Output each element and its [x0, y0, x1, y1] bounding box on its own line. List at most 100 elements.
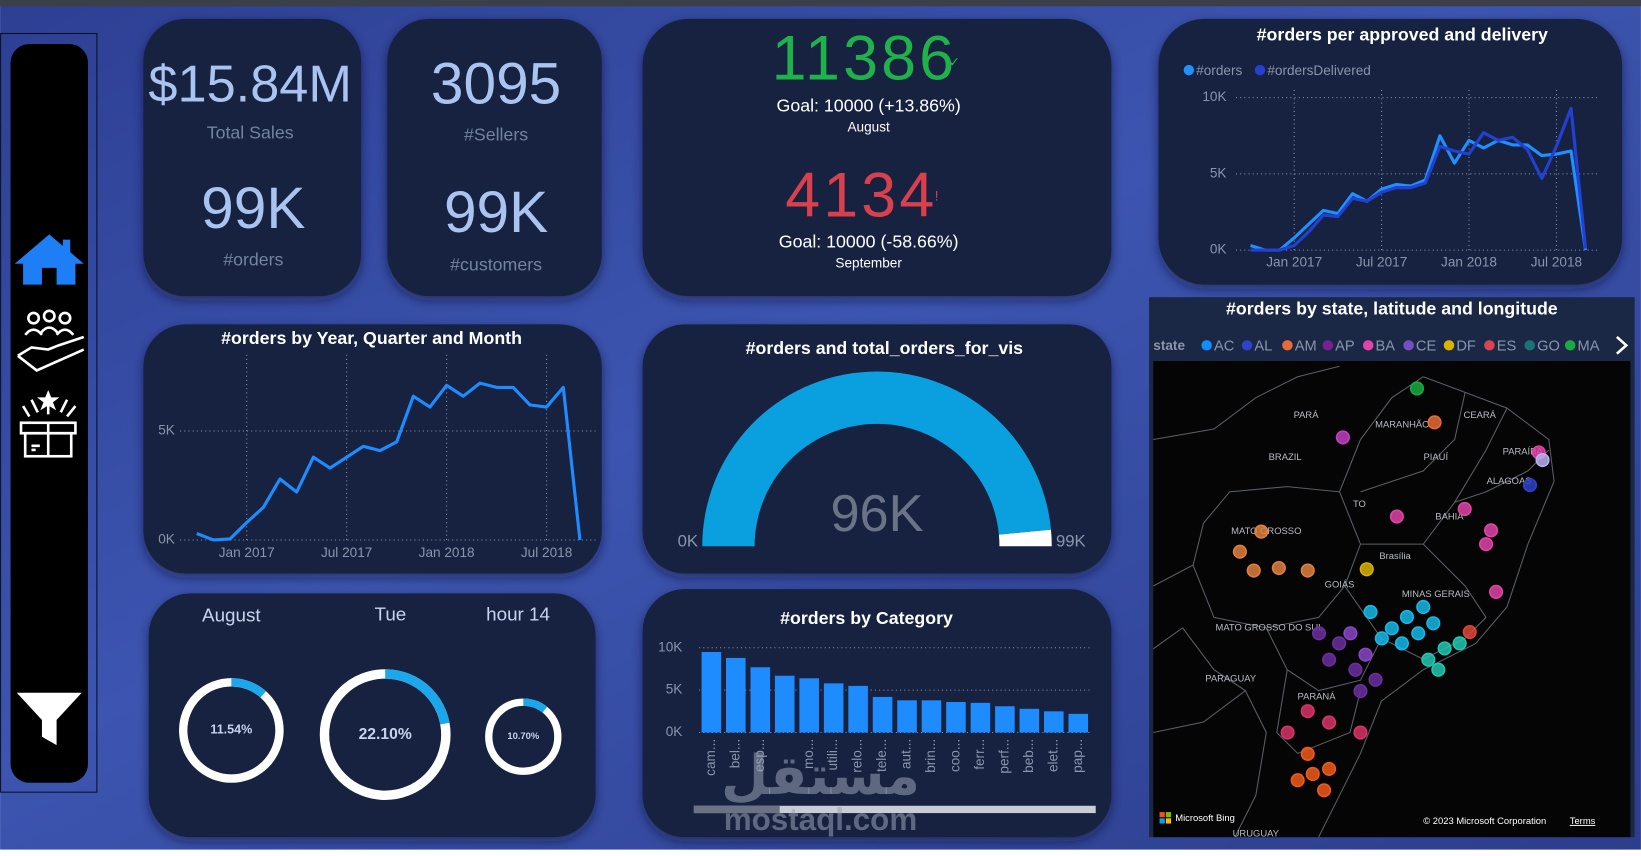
x-tick-label: Jan 2018: [419, 545, 475, 560]
nav-products[interactable]: [19, 389, 77, 458]
nav-customers[interactable]: [17, 309, 85, 372]
map-point: [1411, 626, 1426, 641]
legend-swatch: [1282, 340, 1293, 351]
map-label: BAHIA: [1435, 510, 1464, 521]
kpi-value: 99K: [444, 180, 548, 245]
map-point: [1316, 783, 1332, 798]
map-point: [1232, 544, 1247, 559]
legend-next[interactable]: [1615, 335, 1629, 355]
donut-value: [179, 678, 284, 783]
donut-title: Tue: [375, 603, 407, 624]
legend-label: BA: [1376, 338, 1396, 354]
chart-card: [642, 324, 1112, 574]
legend-swatch: [1403, 340, 1414, 351]
x-tick-label: Jul 2018: [1531, 254, 1582, 269]
map-point: [1426, 616, 1441, 631]
map-label: PARAGUAY: [1205, 673, 1257, 684]
legend-label: AC: [1214, 338, 1235, 354]
chart-title: #orders and total_orders_for_vis: [746, 338, 1024, 358]
goal-period: September: [835, 255, 902, 270]
goal-indicator: !: [935, 188, 939, 203]
donut-label: 11.54%: [210, 723, 252, 737]
map-point: [1452, 636, 1467, 651]
map-label: TO: [1353, 498, 1366, 509]
map-point: [1246, 563, 1261, 578]
map-point: [1322, 652, 1337, 667]
scrollbar-track: [693, 805, 1096, 814]
x-tick-label: esp...: [752, 739, 767, 772]
x-tick-label: aut...: [899, 739, 914, 769]
map-point: [1478, 537, 1494, 552]
map-point: [1305, 766, 1320, 782]
map-point: [1322, 715, 1337, 730]
map-point: [1427, 415, 1442, 430]
kpi-label: #Sellers: [464, 125, 528, 145]
y-tick-label: 5K: [666, 682, 683, 697]
donut-value: [319, 669, 451, 801]
map-point: [1457, 501, 1472, 517]
x-tick-label: bel...: [727, 739, 742, 768]
bar: [848, 685, 868, 733]
legend-label: GO: [1537, 338, 1560, 354]
x-tick-label: beb...: [1021, 739, 1036, 773]
map-label: Brasília: [1379, 550, 1411, 561]
chart-card: [148, 593, 596, 838]
map-area: [1153, 361, 1631, 838]
nav-filter[interactable]: [16, 692, 82, 746]
sidebar-frame: [0, 32, 98, 793]
donut-label: 10.70%: [507, 730, 540, 741]
chart-card: [1158, 18, 1623, 285]
map-point: [1343, 626, 1358, 641]
legend-label: AP: [1335, 338, 1355, 354]
gauge-range-label: 0K: [678, 531, 698, 550]
legend-swatch: [1254, 64, 1266, 76]
x-tick-label: coo...: [948, 739, 963, 772]
map-point: [1374, 631, 1389, 646]
y-tick-label: 0K: [1210, 242, 1227, 257]
map-label: PIAUÍ: [1424, 451, 1449, 462]
map-point: [1489, 584, 1504, 599]
legend-label: MA: [1578, 338, 1600, 354]
x-tick-label: Jan 2017: [219, 545, 275, 560]
gauge-track: [998, 529, 1052, 547]
y-tick-label: 0K: [158, 532, 175, 547]
legend-swatch: [1443, 340, 1455, 351]
map-point: [1311, 626, 1327, 641]
legend-swatch: [1564, 340, 1576, 351]
x-tick-label: pap...: [1070, 739, 1085, 773]
map-label: CEARÁ: [1464, 409, 1497, 420]
y-tick-label: 10K: [1202, 89, 1226, 104]
nav-home[interactable]: [14, 234, 84, 285]
map-point: [1322, 761, 1337, 776]
legend-label: ES: [1497, 338, 1517, 354]
chart-title: #orders per approved and delivery: [1257, 24, 1548, 44]
legend-swatch: [1524, 340, 1536, 351]
goal-text: Goal: 10000 (-58.66%): [779, 231, 959, 251]
x-tick-label: mo...: [801, 739, 816, 769]
x-tick-label: Jan 2018: [1441, 254, 1497, 269]
legend-label: AM: [1295, 338, 1317, 354]
map-point: [1271, 560, 1286, 576]
bar: [921, 700, 942, 733]
gauge-range-label: 99K: [1056, 531, 1086, 550]
x-tick-label: relo...: [850, 739, 865, 773]
map-label: PARAÍBA: [1503, 446, 1544, 457]
map-point: [1535, 452, 1550, 468]
line: [196, 381, 582, 542]
map-point: [1394, 636, 1409, 651]
legend-label: AL: [1254, 338, 1272, 354]
goal-text: Goal: 10000 (+13.86%): [777, 95, 961, 115]
map-label: MINAS GERAIS: [1402, 588, 1470, 599]
bar: [946, 702, 966, 733]
map-point: [1363, 604, 1378, 620]
map-terms[interactable]: Terms: [1570, 815, 1596, 826]
map-point: [1522, 478, 1538, 493]
legend-title: state: [1153, 338, 1185, 353]
donut-value: [485, 698, 562, 775]
x-tick-label: Jul 2017: [321, 545, 372, 560]
bottom-strip: [0, 849, 1641, 856]
donut-label: 22.10%: [359, 726, 412, 743]
map-point: [1300, 704, 1315, 719]
map-point: [1421, 652, 1436, 667]
